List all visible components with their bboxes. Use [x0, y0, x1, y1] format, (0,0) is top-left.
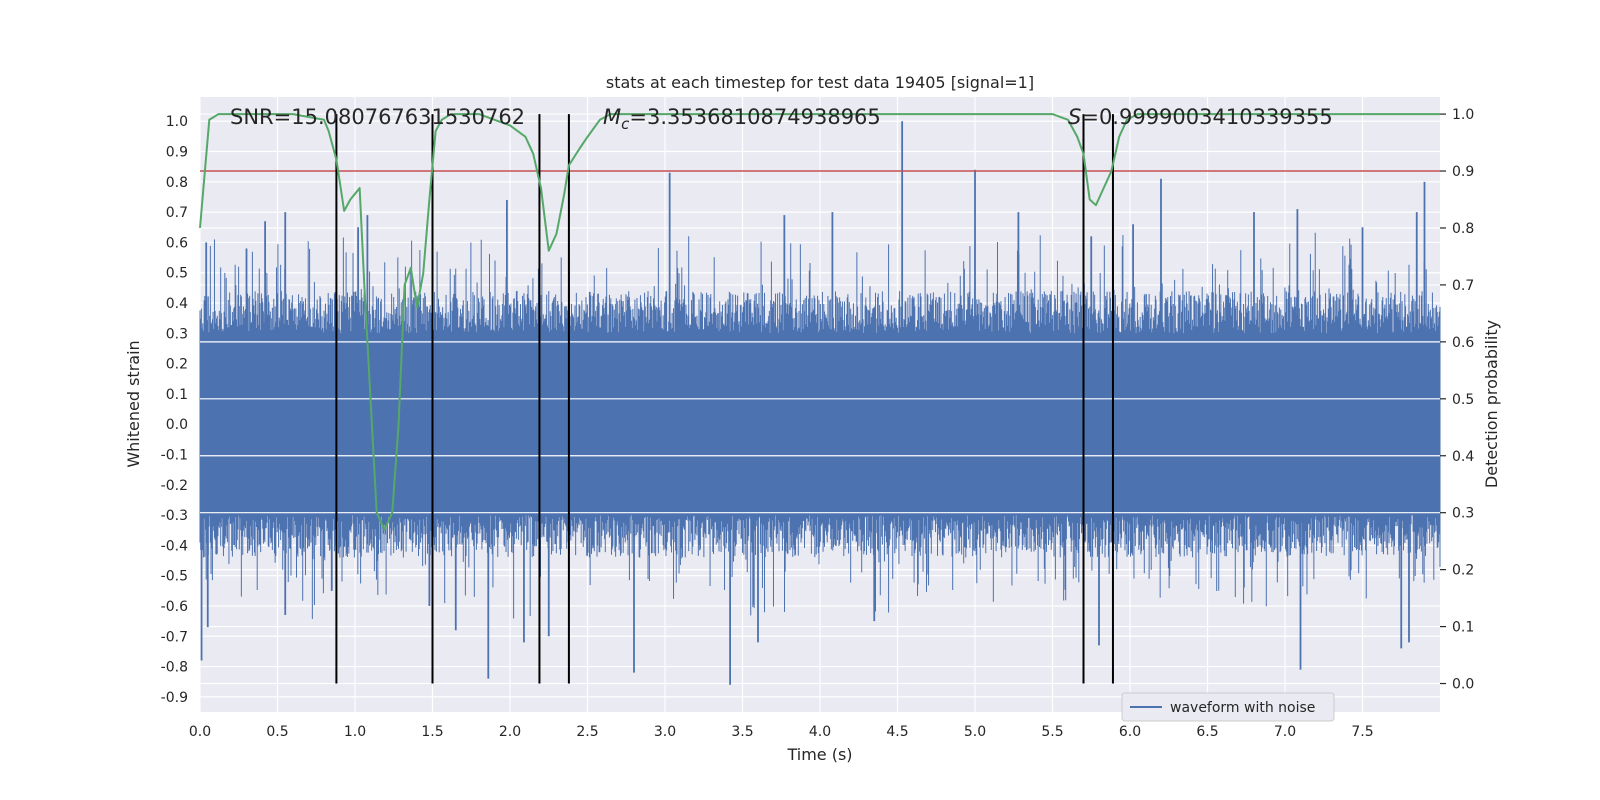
x-tick-label: 6.0: [1119, 724, 1141, 740]
legend-label: waveform with noise: [1170, 700, 1315, 716]
y-tick-label: -0.7: [161, 629, 188, 645]
y-tick-label: 0.5: [166, 266, 188, 282]
y-tick-label: 0.7: [166, 205, 188, 221]
x-ticks: 0.0 0.5 1.0 1.5 2.0 2.5 3.0 3.5 4.0 4.5 5.0 5.5 6.0 6…: [189, 724, 1374, 740]
snr-annotation: SNR=15.080767631530762: [230, 105, 525, 129]
vertical-markers: [335, 114, 1114, 684]
y-tick-label: -0.3: [161, 508, 188, 524]
y-tick-label: 0.1: [166, 387, 188, 403]
significance-annotation: S=0.9999003410339355: [1068, 105, 1333, 129]
x-tick-label: 7.0: [1274, 724, 1296, 740]
x-tick-label: 6.5: [1196, 724, 1218, 740]
x-tick-label: 0.5: [266, 724, 288, 740]
y-tick-label: -0.8: [161, 660, 188, 676]
y-tick-label: 0.4: [166, 296, 188, 312]
x-tick-label: 5.0: [964, 724, 986, 740]
y2-ticks: 0.0 0.1 0.2 0.3 0.4 0.5 0.6 0.7 0.8 0.9 1.0: [1440, 107, 1474, 693]
y-tick-label: 0.6: [166, 235, 188, 251]
y2-tick-label: 0.7: [1452, 278, 1474, 294]
x-tick-label: 3.5: [731, 724, 753, 740]
y2-tick-label: 0.1: [1452, 620, 1474, 636]
probability-line: [199, 113, 1440, 531]
y2-tick-label: 0.5: [1452, 392, 1474, 408]
waveform-series: [199, 121, 1441, 685]
chirp-mass-value: =3.3536810874938965: [629, 105, 880, 129]
x-tick-label: 2.0: [499, 724, 521, 740]
x-tick-label: 4.0: [809, 724, 831, 740]
y-tick-label: -0.9: [161, 690, 188, 706]
x-tick-label: 7.5: [1351, 724, 1373, 740]
y-tick-label: 0.9: [166, 145, 188, 161]
significance-symbol: S: [1068, 105, 1081, 129]
y-tick-label: -0.6: [161, 599, 188, 615]
significance-value: =0.9999003410339355: [1081, 105, 1332, 129]
y2-tick-label: 0.0: [1452, 677, 1474, 693]
y-tick-label: -0.2: [161, 478, 188, 494]
y-tick-label: 0.3: [166, 326, 188, 342]
chirp-mass-annotation: Mc=3.3536810874938965: [603, 105, 881, 133]
y2-tick-label: 0.9: [1452, 164, 1474, 180]
y2-tick-label: 0.4: [1452, 449, 1474, 465]
x-tick-label: 4.5: [886, 724, 908, 740]
y-tick-label: -0.1: [161, 447, 188, 463]
x-tick-label: 3.0: [654, 724, 676, 740]
y-tick-label: -0.4: [161, 538, 188, 554]
y-tick-label: 0.8: [166, 175, 188, 191]
x-axis-label: Time (s): [786, 745, 852, 764]
y-tick-label: -0.5: [161, 569, 188, 585]
x-tick-label: 0.0: [189, 724, 211, 740]
y2-tick-label: 0.2: [1452, 563, 1474, 579]
legend-box: [1121, 692, 1335, 722]
y2-tick-label: 0.8: [1452, 221, 1474, 237]
probability-series: [199, 113, 1440, 531]
x-tick-label: 5.5: [1041, 724, 1063, 740]
y-axis-label: Whitened strain: [124, 340, 143, 467]
x-tick-label: 1.5: [421, 724, 443, 740]
y-tick-label: 0.0: [166, 417, 188, 433]
waveform-noise: [199, 232, 1441, 620]
y2-tick-label: 1.0: [1452, 107, 1474, 123]
y2-tick-label: 0.6: [1452, 335, 1474, 351]
y2-axis-label: Detection probability: [1482, 320, 1501, 488]
y-ticks: -0.9 -0.8 -0.7 -0.6 -0.5 -0.4 -0.3 -0.2 -0.1 0.0 0…: [161, 114, 188, 706]
y2-tick-label: 0.3: [1452, 506, 1474, 522]
y-tick-label: 0.2: [166, 357, 188, 373]
chirp-mass-symbol: M: [603, 105, 621, 129]
chart-title: stats at each timestep for test data 194…: [606, 73, 1034, 92]
x-tick-label: 2.5: [576, 724, 598, 740]
legend: waveform with noise: [1121, 692, 1335, 722]
y-tick-label: 1.0: [166, 114, 188, 130]
chirp-mass-subscript: c: [621, 115, 630, 133]
x-tick-label: 1.0: [344, 724, 366, 740]
